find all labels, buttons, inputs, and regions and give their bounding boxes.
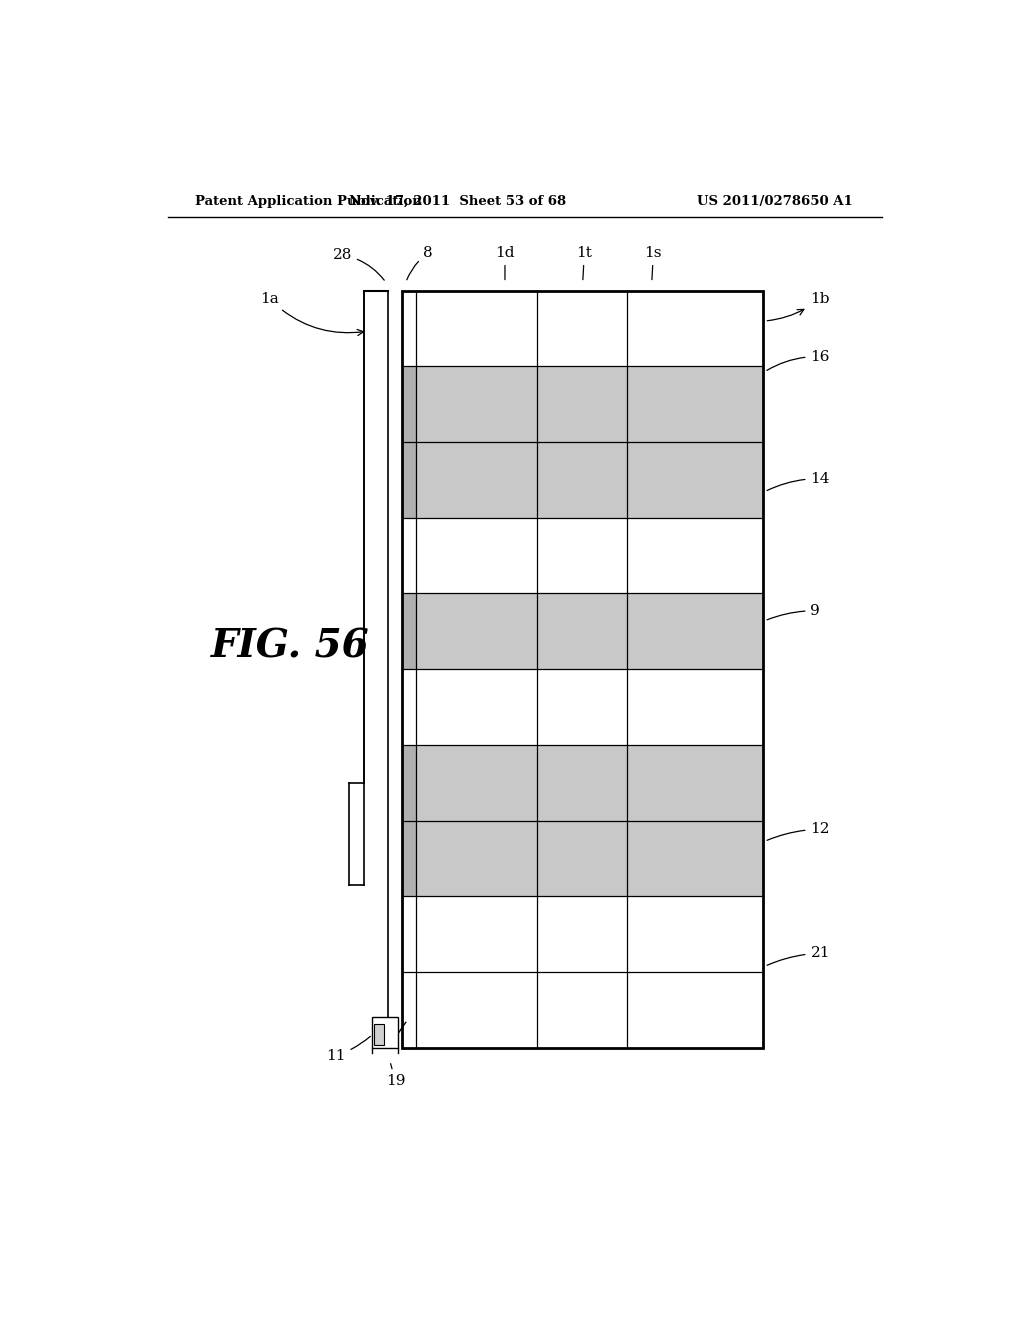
Text: 11: 11 — [327, 1036, 371, 1063]
Bar — [401, 442, 416, 517]
Text: 28: 28 — [333, 248, 384, 280]
Bar — [401, 821, 416, 896]
Text: 1s: 1s — [645, 246, 663, 280]
Text: 1a: 1a — [260, 292, 364, 335]
Text: US 2011/0278650 A1: US 2011/0278650 A1 — [697, 194, 853, 207]
Bar — [401, 744, 416, 821]
Text: 12: 12 — [767, 822, 830, 841]
Text: 1b: 1b — [767, 292, 829, 321]
Text: 1t: 1t — [577, 246, 592, 280]
Bar — [401, 594, 763, 669]
Bar — [374, 1024, 384, 1044]
Bar — [401, 744, 763, 821]
Text: 14: 14 — [767, 471, 830, 491]
Bar — [401, 366, 763, 442]
Text: 16: 16 — [767, 350, 830, 371]
Bar — [401, 366, 416, 442]
Bar — [401, 821, 763, 896]
Bar — [401, 594, 416, 669]
Text: FIG. 56: FIG. 56 — [211, 627, 370, 665]
Text: Patent Application Publication: Patent Application Publication — [196, 194, 422, 207]
Text: Nov. 17, 2011  Sheet 53 of 68: Nov. 17, 2011 Sheet 53 of 68 — [349, 194, 566, 207]
Bar — [401, 290, 763, 1048]
Text: 19: 19 — [386, 1064, 406, 1088]
Text: 9: 9 — [767, 603, 820, 620]
Text: 21: 21 — [767, 946, 830, 965]
Text: 8: 8 — [407, 246, 433, 280]
Bar — [373, 1018, 398, 1048]
Bar — [348, 784, 365, 886]
Text: 1d: 1d — [496, 246, 515, 280]
Bar — [401, 442, 763, 517]
